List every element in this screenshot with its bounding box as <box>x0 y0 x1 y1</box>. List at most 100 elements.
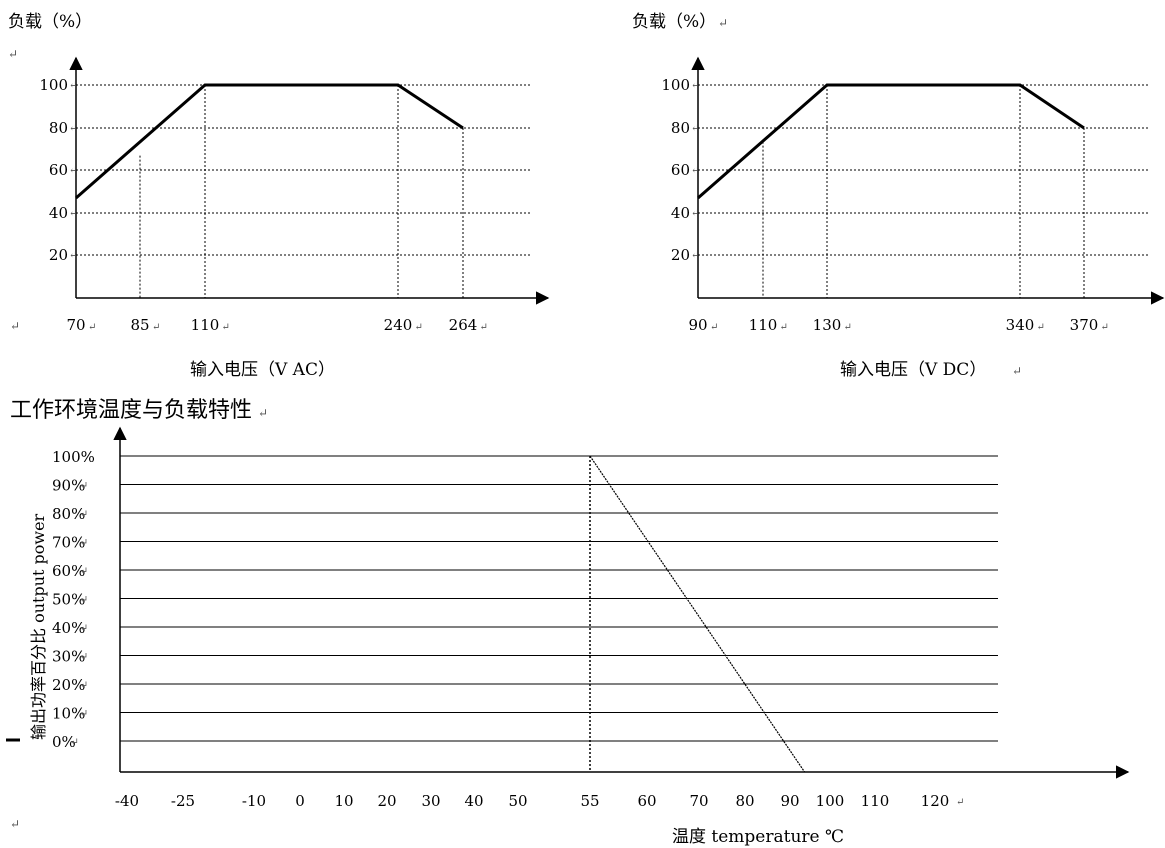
dc-x-tick-labels: 90 ↵ 110 ↵ 130 ↵ 340 ↵ 370 ↵ <box>688 316 1108 334</box>
ac-y-tick-labels: 100 ↵80 ↵60 ↵40 ↵20 ↵ <box>39 76 77 264</box>
svg-text:↵: ↵ <box>691 208 699 219</box>
temp-grid <box>120 455 998 742</box>
ac-vertical-guides <box>139 85 464 298</box>
svg-text:↵: ↵ <box>1037 322 1045 333</box>
svg-text:↵: ↵ <box>69 208 77 219</box>
temp-ylabel: 输出功率百分比 output power <box>29 513 48 740</box>
temp-x-tick: 100 <box>816 792 845 810</box>
svg-text:↵: ↵ <box>88 322 96 333</box>
svg-text:↵: ↵ <box>710 322 718 333</box>
dc-y-tick: 40 <box>671 204 690 222</box>
ac-x-tick-labels: 70 ↵ 85 ↵ 110 ↵ 240 ↵ 264 ↵ <box>66 316 487 334</box>
dc-x-tick: 130 <box>813 316 842 334</box>
svg-text:↵: ↵ <box>80 566 88 577</box>
temp-x-tick: 10 <box>334 792 353 810</box>
svg-text:↵: ↵ <box>718 16 728 30</box>
svg-text:↵: ↵ <box>691 80 699 91</box>
svg-text:↵: ↵ <box>80 623 88 634</box>
svg-text:↵: ↵ <box>10 319 20 333</box>
svg-text:↵: ↵ <box>691 165 699 176</box>
dc-x-tick: 110 <box>749 316 778 334</box>
dc-series-line <box>697 83 1085 200</box>
temp-series-line <box>589 455 806 773</box>
svg-text:↵: ↵ <box>80 595 88 606</box>
svg-text:↵: ↵ <box>222 322 230 333</box>
temp-y-tick: 90% <box>52 477 85 495</box>
svg-text:↵: ↵ <box>10 817 20 831</box>
temp-y-tick: 40% <box>52 619 85 637</box>
temp-x-tick: 110 <box>861 792 890 810</box>
svg-text:↵: ↵ <box>152 322 160 333</box>
svg-text:↵: ↵ <box>844 322 852 333</box>
dc-derating-chart: 负载（%） ↵ 100 ↵80 ↵60 ↵40 ↵20 ↵ 90 ↵ 110 ↵ 130 ↵ 340 ↵… <box>632 12 1165 380</box>
dc-grid <box>698 84 1150 256</box>
dc-x-tick: 370 <box>1070 316 1099 334</box>
ac-x-tick: 70 <box>66 316 85 334</box>
temp-y-tick: 50% <box>52 591 85 609</box>
dc-x-tick: 90 <box>688 316 707 334</box>
temp-x-tick: 50 <box>508 792 527 810</box>
dc-y-tick: 80 <box>671 119 690 137</box>
temp-y-tick: 0% <box>52 733 76 751</box>
svg-text:↵: ↵ <box>69 123 77 134</box>
temp-x-tick: -10 <box>242 792 266 810</box>
ac-x-tick: 264 <box>449 316 478 334</box>
temp-x-tick: 60 <box>637 792 656 810</box>
temp-x-tick: -25 <box>171 792 195 810</box>
dc-y-tick-labels: 100 ↵80 ↵60 ↵40 ↵20 ↵ <box>661 76 699 264</box>
dc-y-tick: 20 <box>671 246 690 264</box>
svg-text:↵: ↵ <box>80 709 88 720</box>
ac-ylabel: 负载（%） <box>8 12 92 32</box>
temp-y-tick: 100% <box>52 448 95 466</box>
ac-xlabel: 输入电压（V AC） <box>190 360 335 380</box>
svg-text:↵: ↵ <box>956 797 964 808</box>
dc-y-tick: 60 <box>671 161 690 179</box>
temp-x-tick: 120 <box>921 792 950 810</box>
temp-y-tick: 80% <box>52 505 85 523</box>
svg-text:↵: ↵ <box>80 680 88 691</box>
ac-grid <box>76 84 530 256</box>
temp-x-tick: 0 <box>295 792 305 810</box>
temperature-derating-chart: 工作环境温度与负载特性 ↵ 100%90%↵80%↵70%↵60%↵50%↵40… <box>6 398 1130 847</box>
temp-y-tick-labels: 100%90%↵80%↵70%↵60%↵50%↵40%↵30%↵20%↵10%↵… <box>52 448 95 751</box>
temp-y-tick: 70% <box>52 534 85 552</box>
dc-vertical-guides <box>762 85 1085 298</box>
temp-x-tick: 20 <box>377 792 396 810</box>
svg-text:↵: ↵ <box>691 123 699 134</box>
dc-y-tick: 100 <box>661 76 690 94</box>
svg-text:↵: ↵ <box>480 322 488 333</box>
ac-derating-chart: 负载（%） ↵ ↵ 100 ↵80 ↵60 ↵40 ↵20 ↵ 70 ↵ 85 ↵ 110 ↵ 240… <box>8 12 550 380</box>
temp-y-tick: 10% <box>52 705 85 723</box>
svg-text:↵: ↵ <box>1101 322 1109 333</box>
svg-text:↵: ↵ <box>780 322 788 333</box>
svg-text:↵: ↵ <box>69 80 77 91</box>
svg-text:↵: ↵ <box>80 652 88 663</box>
temp-y-tick: 20% <box>52 676 85 694</box>
ac-x-tick: 240 <box>384 316 413 334</box>
ac-y-tick: 60 <box>49 161 68 179</box>
svg-text:↵: ↵ <box>69 250 77 261</box>
temp-x-tick: 30 <box>421 792 440 810</box>
svg-text:↵: ↵ <box>69 165 77 176</box>
ac-x-tick: 85 <box>130 316 149 334</box>
svg-text:↵: ↵ <box>258 406 268 420</box>
temp-x-tick: 80 <box>735 792 754 810</box>
svg-text:↵: ↵ <box>80 509 88 520</box>
ac-y-tick: 40 <box>49 204 68 222</box>
temp-y-tick: 60% <box>52 562 85 580</box>
temp-xlabel: 温度 temperature ℃ <box>672 827 844 847</box>
dc-ylabel: 负载（%） <box>632 12 716 32</box>
ac-x-tick: 110 <box>191 316 220 334</box>
temp-x-tick: 70 <box>689 792 708 810</box>
svg-text:↵: ↵ <box>415 322 423 333</box>
dc-x-tick: 340 <box>1006 316 1035 334</box>
temp-x-tick: 55 <box>580 792 599 810</box>
temp-x-tick: 90 <box>780 792 799 810</box>
svg-text:↵: ↵ <box>80 538 88 549</box>
ac-y-tick: 20 <box>49 246 68 264</box>
temp-x-tick-labels: -40 -25 -10 0 10 20 30 40 50 55 60 70 80 90 100 110 120 ↵ <box>115 792 964 810</box>
svg-text:↵: ↵ <box>8 47 18 61</box>
ac-series-line <box>75 83 464 200</box>
temp-x-tick: 40 <box>464 792 483 810</box>
